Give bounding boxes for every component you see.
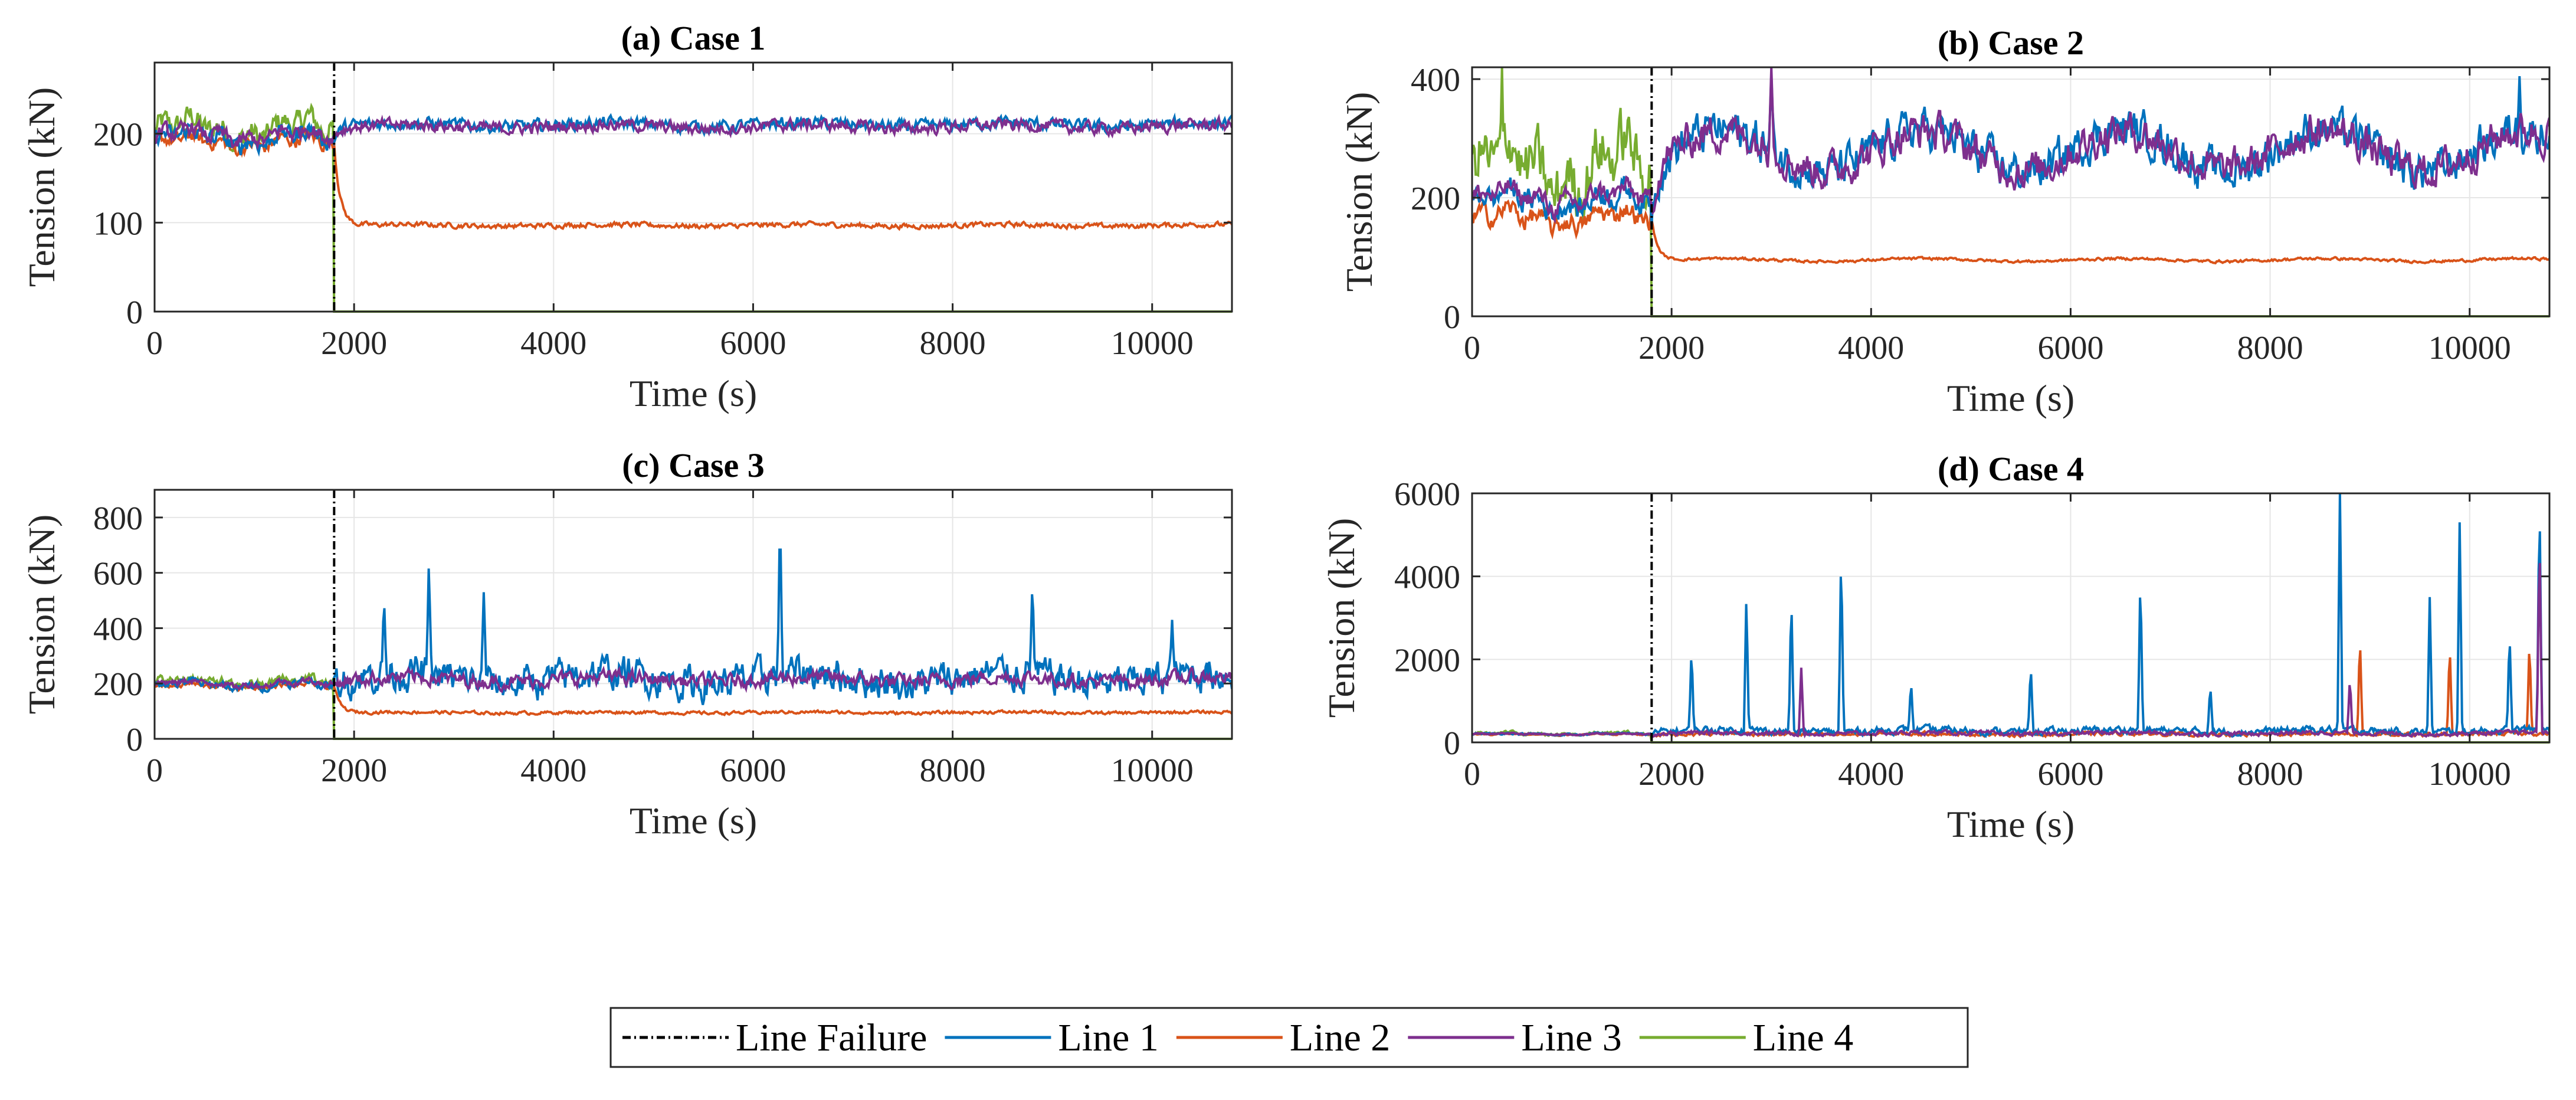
y-tick-label: 2000 (1394, 642, 1460, 679)
y-tick-label: 400 (93, 611, 143, 647)
x-tick-label: 6000 (720, 752, 786, 789)
y-tick-label: 200 (93, 117, 143, 153)
x-tick-label: 4000 (1838, 756, 1904, 793)
x-tick-label: 8000 (2237, 330, 2303, 366)
x-tick-label: 6000 (720, 325, 786, 362)
x-tick-label: 8000 (920, 325, 986, 362)
x-tick-label: 2000 (1638, 756, 1705, 793)
panel-title: (b) Case 2 (1938, 24, 2084, 62)
y-axis-label: Tension (kN) (1320, 518, 1362, 718)
x-tick-label: 8000 (2237, 756, 2303, 793)
x-axis-label: Time (s) (630, 800, 757, 842)
y-axis-label: Tension (kN) (21, 87, 63, 287)
panel-1: 0 2000 4000 6000 8000 10000 0 100 200 (a) Case 1 T… (21, 19, 1233, 414)
x-tick-label: 4000 (520, 752, 586, 789)
y-tick-label: 0 (126, 722, 143, 758)
x-tick-label: 10000 (2428, 330, 2511, 366)
axes-box (153, 489, 1233, 740)
legend-label: Line 3 (1521, 1016, 1621, 1059)
y-tick-label: 100 (93, 205, 143, 242)
y-tick-label: 800 (93, 500, 143, 537)
legend-label: Line Failure (736, 1016, 927, 1059)
panel-title: (a) Case 1 (621, 19, 766, 57)
panel-title: (c) Case 3 (622, 446, 765, 484)
x-axis-label: Time (s) (1947, 377, 2074, 419)
axes-box (153, 61, 1233, 313)
y-tick-label: 200 (1411, 181, 1460, 217)
y-tick-label: 6000 (1394, 476, 1460, 513)
panel-title: (d) Case 4 (1938, 450, 2084, 488)
x-tick-label: 0 (1464, 756, 1480, 793)
plot-area (155, 490, 1232, 739)
x-tick-label: 2000 (321, 752, 387, 789)
x-axis-label: Time (s) (630, 372, 757, 414)
y-axis-label: Tension (kN) (21, 515, 63, 715)
x-tick-label: 0 (146, 325, 163, 362)
panel-2: 0 2000 4000 6000 8000 10000 0 200 400 (b) Case 2 T… (1338, 24, 2551, 419)
legend: Line Failure Line 1 Line 2 Line 3 Line 4 (609, 1007, 1969, 1068)
y-axis-label: Tension (kN) (1338, 92, 1380, 292)
legend-label: Line 4 (1753, 1016, 1853, 1059)
legend-label: Line 1 (1058, 1016, 1158, 1059)
y-tick-label: 0 (126, 294, 143, 331)
y-tick-label: 4000 (1394, 559, 1460, 596)
x-tick-label: 4000 (520, 325, 586, 362)
y-tick-label: 600 (93, 556, 143, 592)
x-tick-label: 10000 (1111, 325, 1194, 362)
legend-label: Line 2 (1290, 1016, 1390, 1059)
x-tick-label: 10000 (1111, 752, 1194, 789)
x-tick-label: 6000 (2037, 756, 2103, 793)
x-tick-label: 4000 (1838, 330, 1904, 366)
panel-3: 0 2000 4000 6000 8000 10000 0 200 400 600 800 (c) C… (21, 446, 1233, 842)
plot-area (155, 63, 1232, 312)
y-tick-label: 200 (93, 666, 143, 703)
series-line-1 (155, 548, 1232, 705)
y-tick-label: 0 (1444, 725, 1460, 762)
panel-4: 0 2000 4000 6000 8000 10000 0 2000 4000 6000 (d) C… (1320, 450, 2551, 845)
series-line-2 (155, 679, 1232, 717)
series-line-1 (155, 112, 1232, 157)
x-axis-label: Time (s) (1947, 803, 2074, 845)
axes-box (1471, 66, 2551, 317)
plot-area (1472, 493, 2549, 742)
x-tick-label: 2000 (321, 325, 387, 362)
y-tick-label: 0 (1444, 299, 1460, 336)
axes-box (1471, 492, 2551, 744)
x-tick-label: 10000 (2428, 756, 2511, 793)
x-tick-label: 2000 (1638, 330, 1705, 366)
x-tick-label: 0 (1464, 330, 1480, 366)
x-tick-label: 0 (146, 752, 163, 789)
x-tick-label: 8000 (920, 752, 986, 789)
x-tick-label: 6000 (2037, 330, 2103, 366)
y-tick-label: 400 (1411, 62, 1460, 99)
